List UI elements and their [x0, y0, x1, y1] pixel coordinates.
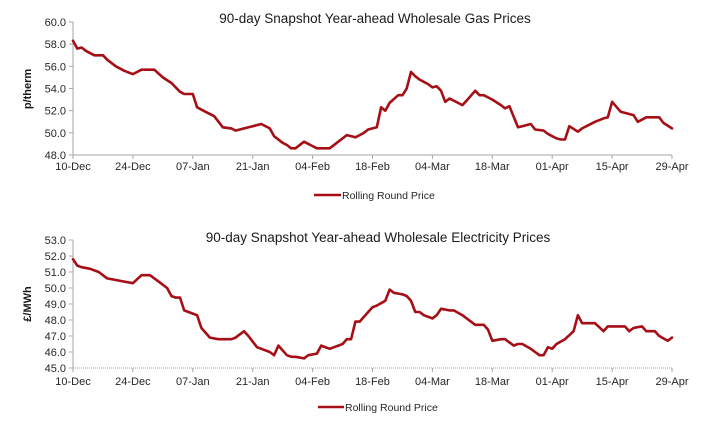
gas-series-line	[71, 39, 674, 150]
electricity-x-tick-label: 29-Apr	[655, 376, 688, 388]
gas-y-tick-label: 58.0	[45, 39, 66, 51]
gas-x-tick-label: 18-Mar	[475, 161, 510, 173]
electricity-legend-label: Rolling Round Price	[345, 402, 438, 414]
electricity-y-tick-label: 48.0	[45, 315, 66, 327]
gas-x-tick-label: 07-Jan	[176, 161, 210, 173]
gas-y-tick-label: 50.0	[45, 128, 66, 140]
electricity-y-axis-label: £/MWh	[22, 286, 34, 322]
gas-x-tick-label: 04-Mar	[415, 161, 450, 173]
electricity-x-tick-label: 15-Apr	[596, 376, 629, 388]
gas-x-tick-label: 01-Apr	[536, 161, 569, 173]
gas-price-chart: 90-day Snapshot Year-ahead Wholesale Gas…	[22, 11, 689, 202]
gas-y-tick-label: 52.0	[45, 106, 66, 118]
electricity-price-chart: 90-day Snapshot Year-ahead Wholesale Ele…	[22, 230, 689, 414]
electricity-x-tick-label: 24-Dec	[115, 376, 151, 388]
electricity-x-tick-label: 18-Feb	[355, 376, 390, 388]
electricity-y-tick-label: 50.0	[45, 283, 66, 295]
gas-y-tick-label: 54.0	[45, 84, 66, 96]
gas-chart-title: 90-day Snapshot Year-ahead Wholesale Gas…	[219, 11, 531, 26]
gas-y-tick-label: 48.0	[45, 150, 66, 162]
electricity-x-tick-label: 21-Jan	[236, 376, 270, 388]
electricity-legend: Rolling Round Price	[318, 402, 438, 414]
gas-y-tick-label: 60.0	[45, 17, 66, 29]
electricity-y-ticks: 45.0 46.0 47.0 48.0 49.0 50.0 51.0 52.0 53.0	[45, 235, 73, 375]
gas-x-tick-label: 10-Dec	[55, 161, 91, 173]
electricity-x-tick-label: 04-Mar	[415, 376, 450, 388]
gas-x-tick-label: 04-Feb	[295, 161, 330, 173]
electricity-x-ticks: 10-Dec 24-Dec 07-Jan 21-Jan 04-Feb 18-Feb 04-M…	[55, 368, 689, 388]
electricity-y-tick-label: 53.0	[45, 235, 66, 247]
electricity-series-line	[71, 257, 674, 360]
gas-x-tick-label: 24-Dec	[115, 161, 151, 173]
electricity-y-tick-label: 49.0	[45, 299, 66, 311]
electricity-y-tick-label: 45.0	[45, 363, 66, 375]
gas-x-tick-label: 29-Apr	[655, 161, 688, 173]
gas-x-tick-label: 15-Apr	[596, 161, 629, 173]
electricity-x-tick-label: 01-Apr	[536, 376, 569, 388]
gas-x-ticks: 10-Dec 24-Dec 07-Jan 21-Jan 04-Feb 18-Feb 04-M…	[55, 155, 689, 173]
electricity-x-tick-label: 18-Mar	[475, 376, 510, 388]
electricity-chart-title: 90-day Snapshot Year-ahead Wholesale Ele…	[206, 230, 551, 245]
electricity-x-tick-label: 07-Jan	[176, 376, 210, 388]
gas-x-tick-label: 18-Feb	[355, 161, 390, 173]
electricity-y-tick-label: 47.0	[45, 331, 66, 343]
electricity-x-tick-label: 10-Dec	[55, 376, 91, 388]
gas-y-tick-label: 56.0	[45, 61, 66, 73]
electricity-y-tick-label: 46.0	[45, 347, 66, 359]
gas-y-ticks: 48.0 50.0 52.0 54.0 56.0 58.0 60.0	[45, 17, 73, 162]
electricity-y-tick-label: 51.0	[45, 267, 66, 279]
gas-y-axis-label: p/therm	[22, 69, 34, 110]
electricity-x-tick-label: 04-Feb	[295, 376, 330, 388]
gas-legend-label: Rolling Round Price	[342, 190, 435, 202]
gas-legend: Rolling Round Price	[314, 190, 435, 202]
electricity-y-tick-label: 52.0	[45, 251, 66, 263]
gas-x-tick-label: 21-Jan	[236, 161, 270, 173]
